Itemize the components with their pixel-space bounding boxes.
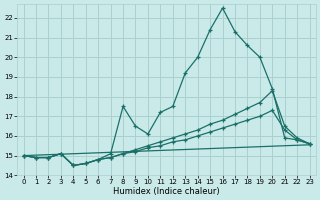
X-axis label: Humidex (Indice chaleur): Humidex (Indice chaleur) — [113, 187, 220, 196]
